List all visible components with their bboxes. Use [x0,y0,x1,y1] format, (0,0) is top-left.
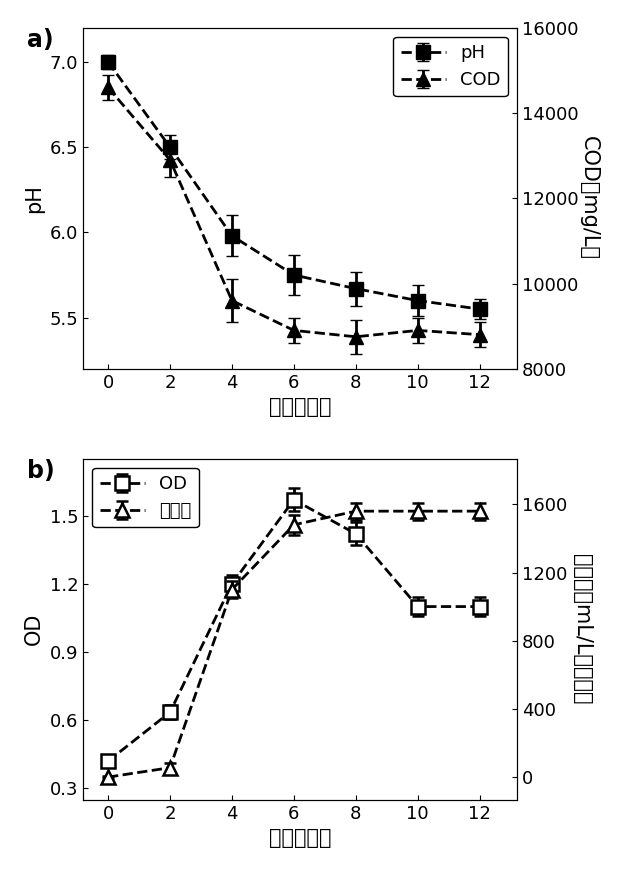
Legend: pH, COD: pH, COD [393,36,508,96]
Y-axis label: OD: OD [24,614,44,646]
Text: b): b) [27,459,55,483]
Y-axis label: 产氯量（mL/L培养基）: 产氯量（mL/L培养基） [572,554,592,705]
X-axis label: 时间（天）: 时间（天） [269,828,331,848]
Y-axis label: pH: pH [24,184,44,213]
Legend: OD, 产氯量: OD, 产氯量 [92,468,198,527]
Y-axis label: COD（mg/L）: COD（mg/L） [579,136,599,261]
X-axis label: 时间（天）: 时间（天） [269,397,331,417]
Text: a): a) [27,28,53,52]
